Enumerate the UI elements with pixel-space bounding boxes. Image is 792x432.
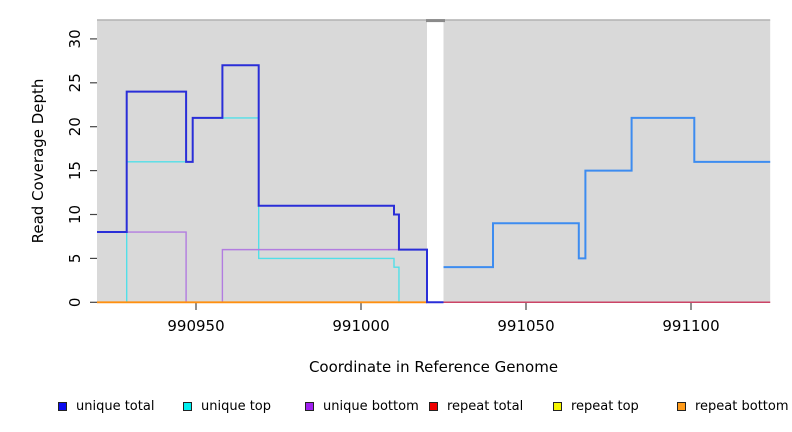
legend-swatch-repeat-top [553, 401, 562, 411]
gap-top-bar [426, 19, 445, 23]
y-axis-title: Read Coverage Depth [29, 78, 47, 244]
legend-item-unique-bottom: unique bottom [305, 398, 419, 414]
y-tick-label: 0 [66, 298, 84, 308]
x-tick-label: 990950 [167, 317, 224, 335]
y-tick-label: 20 [66, 117, 84, 136]
legend-item-repeat-bottom: repeat bottom [677, 398, 789, 414]
y-tick-label: 25 [66, 73, 84, 92]
legend-label: unique bottom [323, 398, 419, 414]
coverage-plot-canvas: 990950 991000 991050 991100 0 5 10 15 20 25 30 [66, 19, 771, 335]
y-tick-label: 5 [66, 254, 84, 264]
legend-label: unique top [201, 398, 272, 414]
legend-label: repeat top [571, 398, 639, 414]
legend-swatch-repeat-total [429, 401, 438, 411]
series-unique-total-left [97, 64, 444, 304]
legend-swatch-repeat-bottom [677, 401, 686, 411]
legend-swatch-unique-bottom [305, 401, 314, 411]
x-tick-label: 991050 [497, 317, 554, 335]
x-axis-title: Coordinate in Reference Genome [308, 358, 559, 376]
coverage-gap-region [427, 21, 444, 303]
x-tick-label: 991100 [662, 317, 719, 335]
series-unique-total-right [443, 116, 771, 269]
legend-label: unique total [76, 398, 155, 414]
y-tick-label: 30 [66, 29, 84, 48]
legend-label: repeat total [447, 398, 524, 414]
legend-item-repeat-total: repeat total [429, 398, 523, 414]
legend-item-unique-top: unique top [183, 398, 271, 414]
legend-item-unique-total: unique total [58, 398, 154, 414]
legend-item-repeat-top: repeat top [553, 398, 639, 414]
x-tick-label: 991000 [332, 317, 389, 335]
legend-label: repeat bottom [695, 398, 789, 414]
legend: unique total unique top unique bottom repea… [0, 398, 792, 420]
y-tick-label: 10 [66, 205, 84, 224]
legend-swatch-unique-total [58, 401, 67, 411]
legend-swatch-unique-top [183, 401, 192, 411]
y-tick-label: 15 [66, 161, 84, 180]
